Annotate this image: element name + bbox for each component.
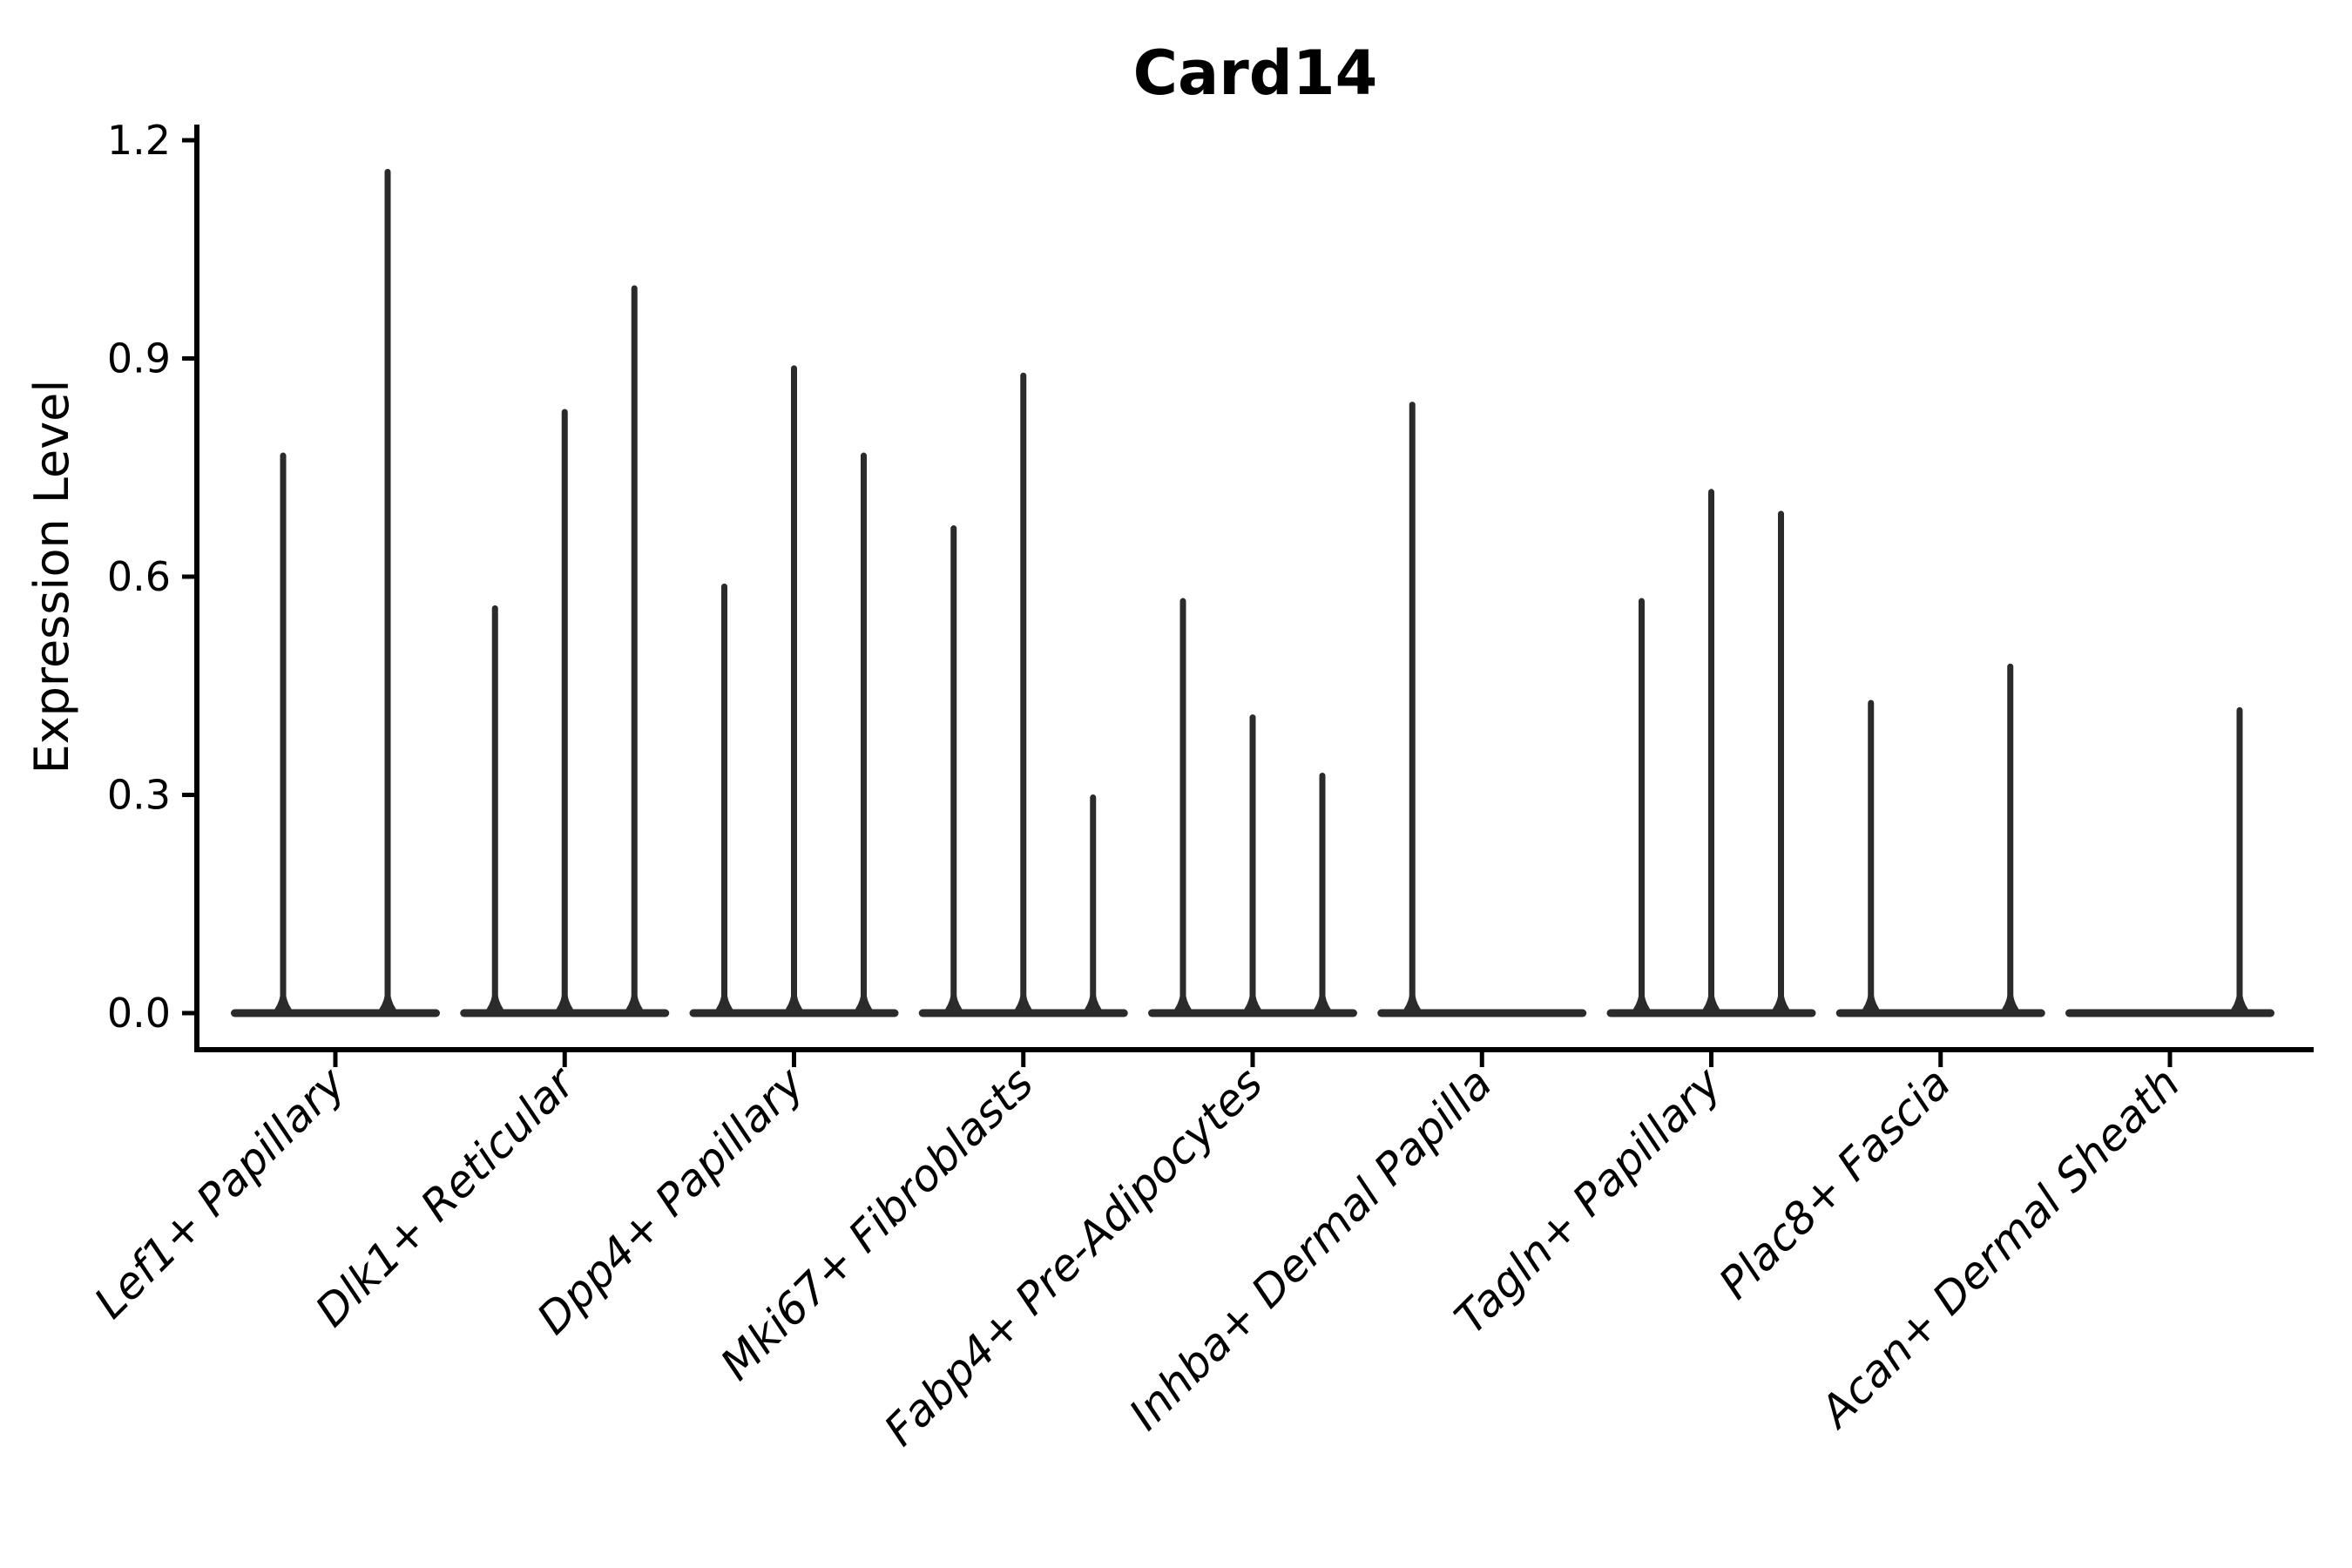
x-tick-label: Inhba+ Dermal Papilla <box>1119 1058 1501 1439</box>
violin-group <box>231 168 440 1017</box>
y-tick-label: 0.6 <box>107 553 171 600</box>
violin-group <box>918 372 1128 1017</box>
violin-group <box>1606 489 1816 1017</box>
x-tick-label: Acan+ Dermal Sheath <box>1809 1058 2190 1438</box>
violin-baseline <box>231 1009 440 1017</box>
violin-group <box>460 285 670 1017</box>
x-tick-label: Lef1+ Papillary <box>84 1057 355 1328</box>
x-tick-label: Plac8+ Fascia <box>1709 1058 1960 1308</box>
x-tick-label-wrap: Acan+ Dermal Sheath <box>1809 1058 2190 1438</box>
chart-title: Card14 <box>1133 37 1378 109</box>
violin-baseline <box>1377 1009 1587 1017</box>
x-tick-label-wrap: Fabp4+ Pre-Adipocytes <box>875 1058 1273 1456</box>
violin-group <box>1148 598 1357 1017</box>
y-tick-label: 0.0 <box>107 990 171 1037</box>
x-tick-label-wrap: Lef1+ Papillary <box>84 1057 355 1328</box>
x-tick-label: Fabp4+ Pre-Adipocytes <box>875 1058 1273 1456</box>
x-tick-label-wrap: Plac8+ Fascia <box>1709 1058 1960 1308</box>
x-tick-label-wrap: Inhba+ Dermal Papilla <box>1119 1058 1501 1439</box>
violin-baseline <box>1835 1009 2045 1017</box>
y-tick-label: 0.9 <box>107 335 171 382</box>
violin-group <box>689 365 899 1017</box>
violin-group <box>1835 663 2045 1017</box>
y-tick-label: 1.2 <box>107 117 171 164</box>
violin-baseline <box>2065 1009 2274 1017</box>
y-axis-label-wrap: Expression Level <box>24 380 79 774</box>
y-tick-label: 0.3 <box>107 772 171 819</box>
violin-group <box>1377 402 1587 1017</box>
violin-group <box>2065 706 2274 1017</box>
y-axis-label: Expression Level <box>24 380 79 774</box>
